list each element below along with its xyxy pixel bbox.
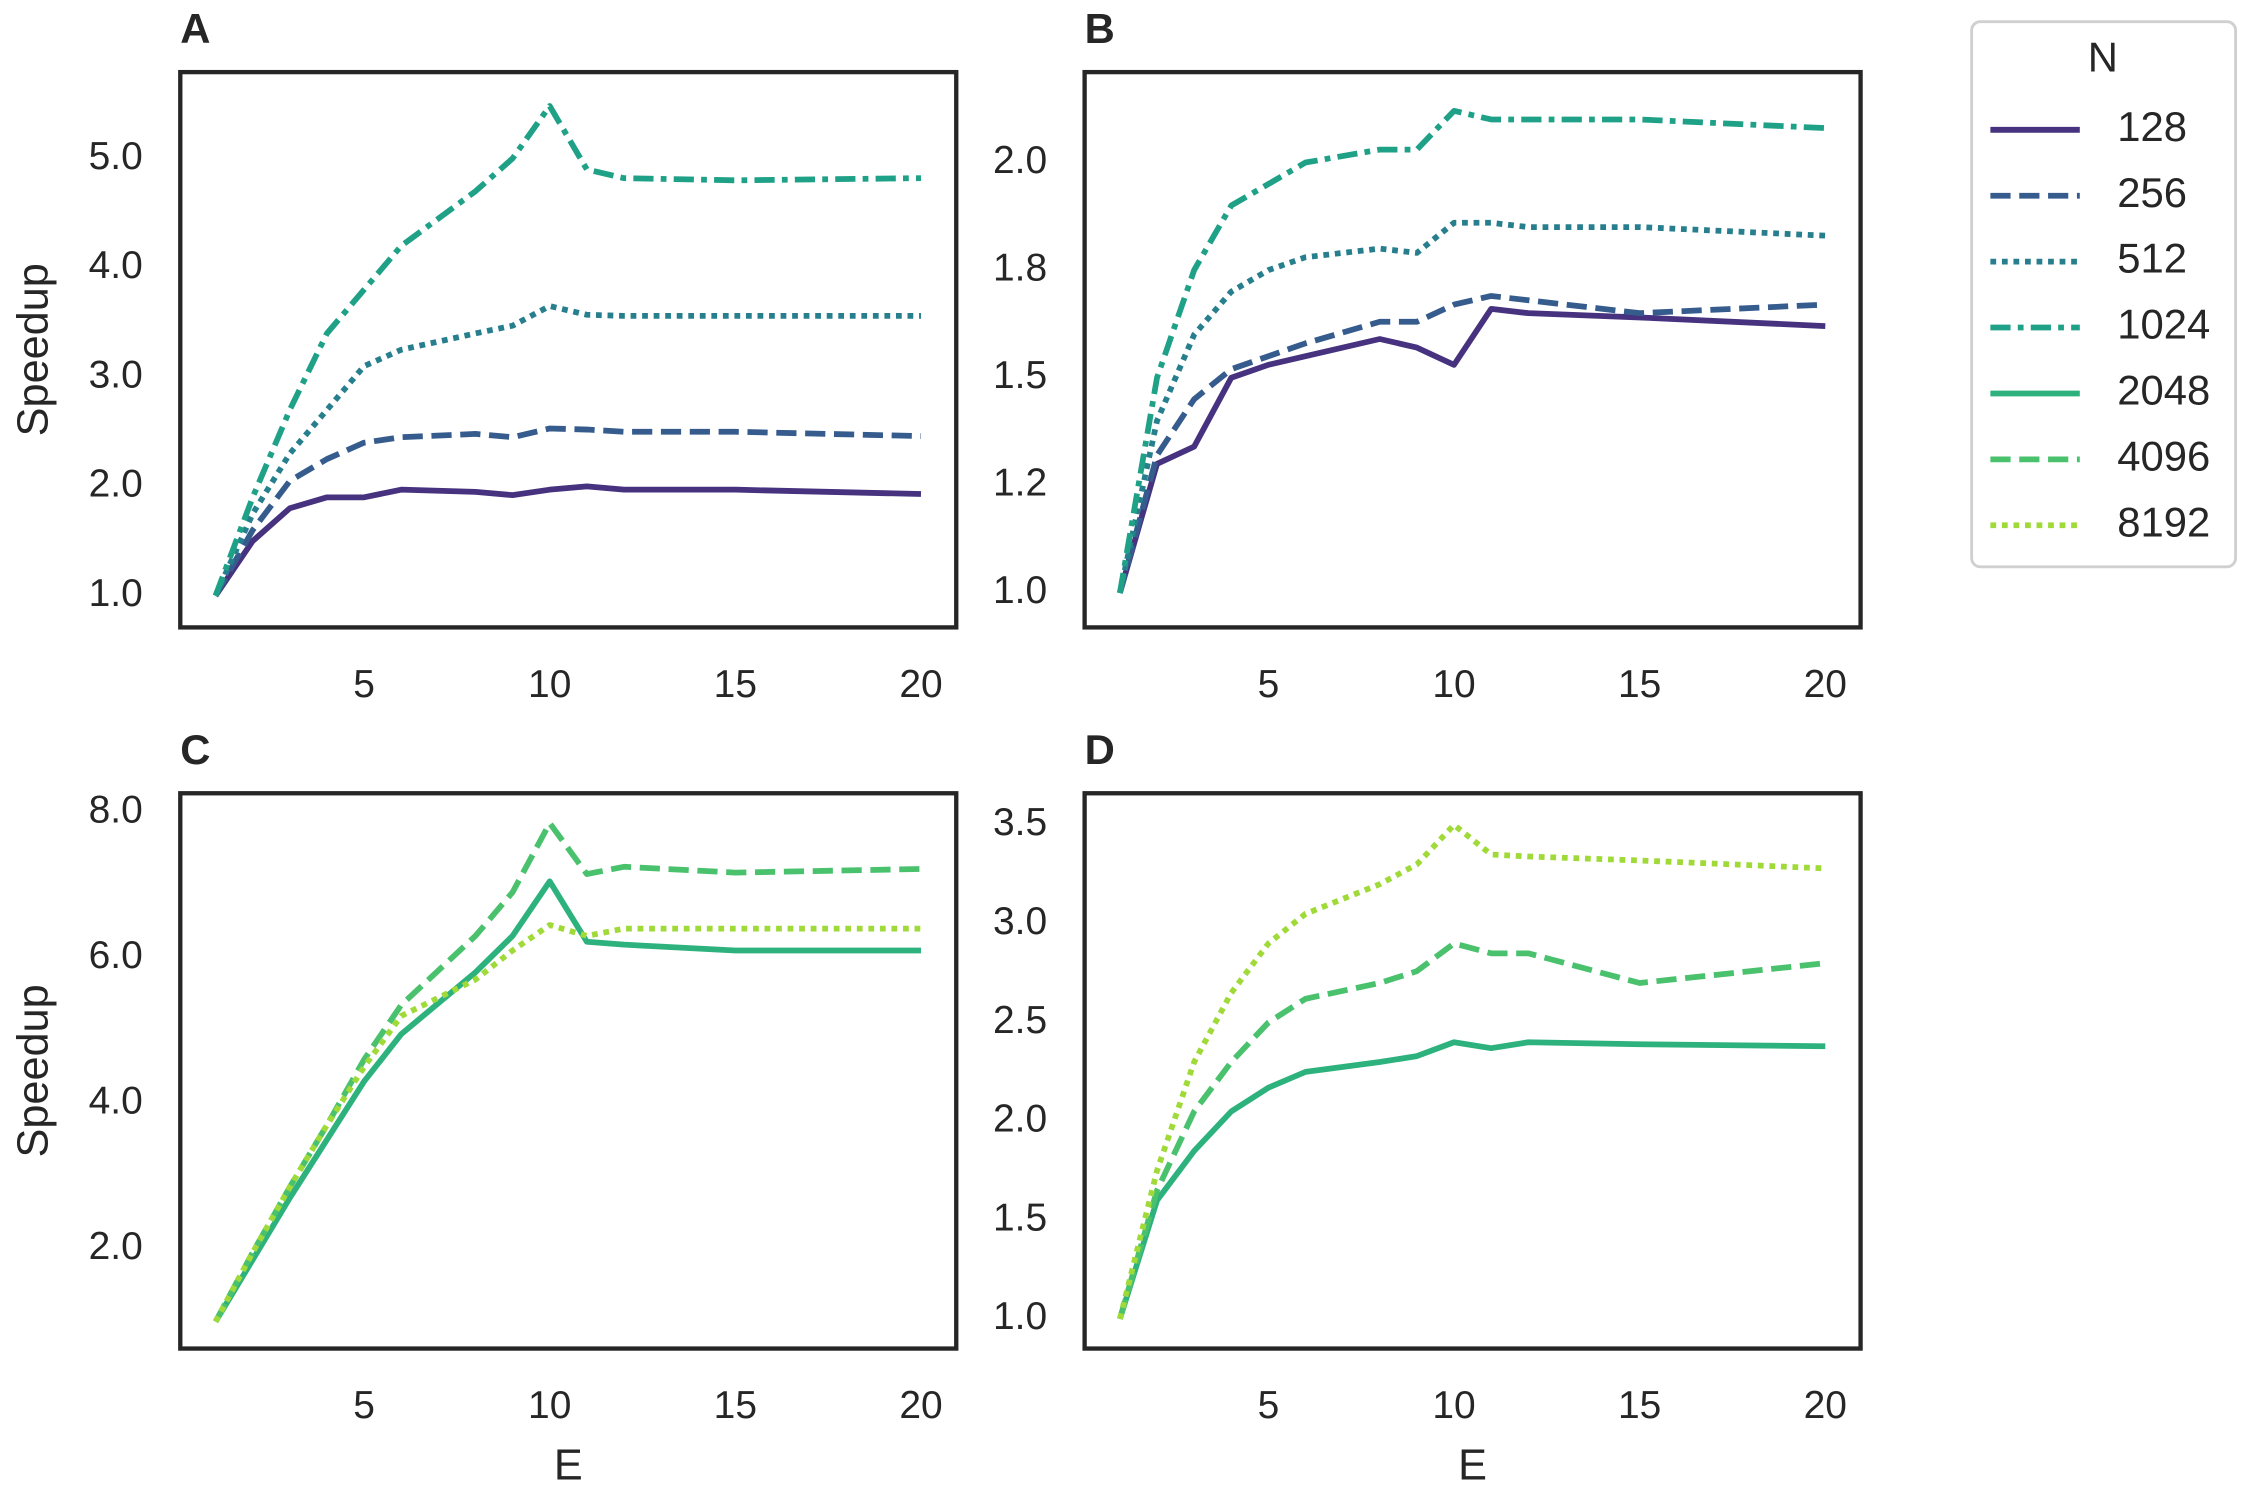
panel-label: D [1085,726,1115,773]
y-axis-label: Speedup [9,263,57,436]
x-axis-label: E [554,1442,583,1490]
axes-frame [178,69,959,630]
legend-label: 4096 [2117,432,2210,479]
y-tick-label: 1.0 [993,569,1047,612]
x-tick-label: 5 [353,663,375,706]
y-tick-label: 2.0 [89,1225,143,1268]
x-tick-label: 15 [1618,663,1661,706]
x-tick-label: 15 [1618,1384,1661,1427]
axes-frame [178,791,959,1351]
series-line [1117,107,1826,594]
y-tick-label: 2.0 [89,463,143,506]
panel-label: C [180,726,210,773]
x-axis-label: E [1458,1442,1487,1490]
y-tick-label: 1.0 [993,1295,1047,1338]
x-tick-label: 10 [1432,1384,1475,1427]
series-line [1117,940,1826,1320]
legend-label: 8192 [2117,498,2210,545]
series-line [1117,1039,1826,1320]
y-tick-label: 2.0 [993,139,1047,182]
x-tick-label: 5 [1258,1384,1280,1427]
legend-box [1970,20,2238,569]
y-tick-label: 1.8 [993,246,1047,289]
x-tick-label: 10 [528,663,571,706]
x-tick-label: 20 [1804,663,1847,706]
y-tick-label: 2.0 [993,1098,1047,1141]
y-tick-label: 4.0 [89,1080,143,1123]
y-tick-label: 2.5 [993,999,1047,1042]
y-tick-label: 6.0 [89,934,143,977]
series-line [213,425,922,598]
x-tick-label: 5 [353,1384,375,1427]
series-line [1117,219,1826,594]
y-tick-label: 1.5 [993,1196,1047,1239]
series-line [213,820,922,1323]
y-tick-label: 3.0 [89,353,143,396]
x-tick-label: 20 [1804,1384,1847,1427]
panel-label: B [1085,5,1115,52]
y-tick-label: 3.5 [993,801,1047,844]
x-tick-label: 20 [899,1384,942,1427]
series-line [1117,293,1826,594]
series-line [212,303,921,597]
y-tick-label: 8.0 [89,788,143,831]
series-line [213,922,921,1323]
y-tick-label: 1.0 [89,572,143,615]
legend-label: 256 [2117,169,2187,216]
x-tick-label: 15 [714,1384,757,1427]
legend-label: 128 [2117,103,2187,150]
y-tick-label: 4.0 [89,244,143,287]
x-tick-label: 15 [714,663,757,706]
y-tick-label: 5.0 [89,135,143,178]
x-tick-label: 10 [528,1384,571,1427]
legend-label: 2048 [2117,367,2210,414]
series-line [212,103,922,597]
legend-title: N [2088,34,2118,81]
axes-frame [1082,791,1863,1351]
legend-label: 1024 [2117,301,2210,348]
x-tick-label: 10 [1432,663,1475,706]
y-axis-label: Speedup [9,984,57,1157]
x-tick-label: 5 [1258,663,1280,706]
series-line [1117,822,1826,1320]
x-tick-label: 20 [899,663,942,706]
axes-frame [1082,69,1863,630]
y-tick-label: 3.0 [993,900,1047,943]
series-line [1117,305,1826,594]
series-line [213,483,922,598]
series-line [213,878,921,1324]
legend-label: 512 [2117,235,2187,282]
y-tick-label: 1.2 [993,462,1047,505]
y-tick-label: 1.5 [993,354,1047,397]
panel-label: A [180,5,210,52]
